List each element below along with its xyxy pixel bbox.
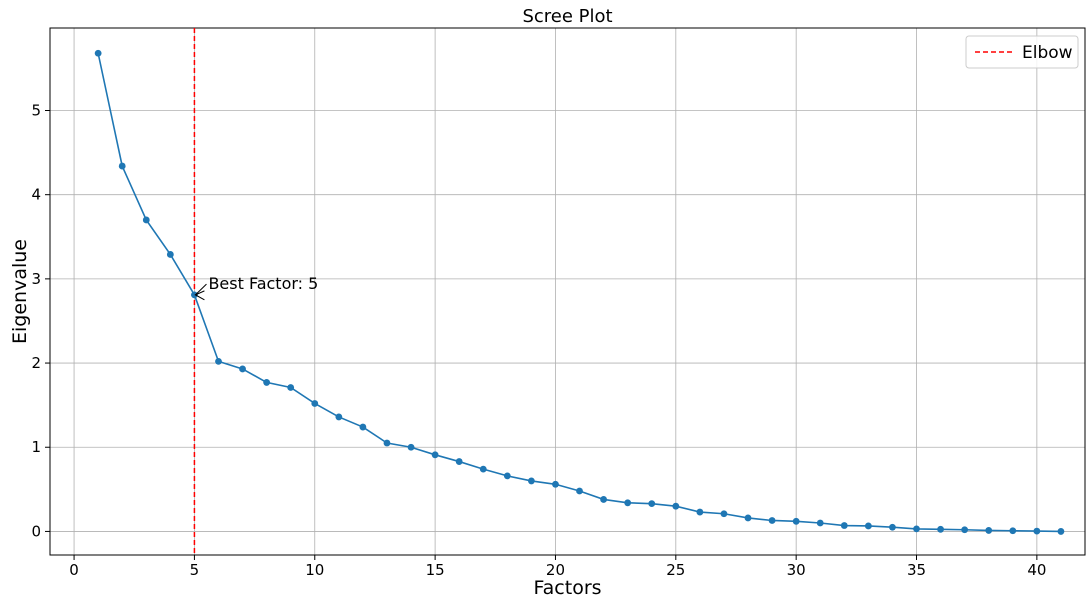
y-tick-label: 2	[31, 354, 41, 372]
data-point	[552, 480, 559, 488]
data-point	[985, 527, 993, 534]
x-axis-title: Factors	[533, 577, 601, 599]
y-tick-label: 0	[31, 522, 41, 540]
y-tick-label: 3	[31, 270, 41, 288]
x-tick-label: 5	[190, 561, 200, 579]
data-point	[383, 439, 391, 447]
x-tick-label: 10	[305, 561, 324, 579]
y-axis-title: Eigenvalue	[9, 239, 31, 344]
data-point	[1009, 527, 1017, 535]
data-point	[239, 365, 246, 373]
y-tick-label: 1	[31, 438, 41, 456]
y-tick-label: 5	[31, 102, 41, 120]
data-series	[94, 49, 1065, 535]
data-point	[792, 517, 800, 525]
data-point	[407, 443, 415, 451]
data-point	[744, 514, 752, 522]
data-point	[696, 508, 704, 516]
data-point	[1033, 527, 1041, 535]
x-tick-label: 30	[787, 561, 806, 579]
legend: Elbow	[965, 35, 1079, 69]
annotation-text: Best Factor: 5	[208, 274, 318, 293]
data-point	[672, 502, 680, 510]
annotation-arrowhead	[194, 290, 205, 301]
data-point	[768, 517, 776, 524]
x-tick-label: 15	[426, 561, 445, 579]
data-point	[648, 500, 656, 508]
data-point	[624, 499, 632, 507]
plot-frame	[49, 27, 1086, 556]
data-point	[455, 458, 463, 465]
data-point	[311, 400, 319, 407]
data-point	[479, 465, 487, 473]
data-point	[94, 49, 102, 57]
data-point	[864, 522, 872, 530]
x-tick-label: 25	[666, 561, 685, 579]
data-point	[937, 525, 944, 533]
data-point	[142, 216, 150, 224]
x-tick-label: 0	[69, 561, 79, 579]
legend-label-elbow: Elbow	[1022, 43, 1073, 63]
data-point	[840, 522, 848, 529]
data-point	[335, 413, 343, 421]
data-point	[1057, 528, 1065, 535]
data-point	[961, 526, 969, 534]
data-point	[166, 251, 174, 258]
data-point	[118, 162, 126, 170]
data-point	[359, 423, 367, 431]
legend-box	[965, 35, 1079, 69]
data-point	[503, 472, 511, 480]
data-point	[720, 510, 728, 518]
axes: 0 5 10 15 20 25 30 35 40 0 1 2 3 4 5	[31, 27, 1086, 579]
annotation-arrow	[195, 283, 207, 296]
y-tick-label: 4	[31, 186, 41, 204]
data-point	[215, 357, 222, 365]
x-tick-label: 35	[907, 561, 926, 579]
x-tick-label: 20	[546, 561, 565, 579]
data-point	[263, 379, 271, 386]
data-point	[913, 525, 920, 533]
grid-lines	[50, 28, 1085, 555]
data-point	[527, 477, 535, 485]
data-point	[816, 519, 824, 527]
data-point	[576, 487, 583, 495]
data-point	[600, 496, 608, 503]
annotation-group: Best Factor: 5	[194, 274, 318, 301]
chart-title: Scree Plot	[522, 6, 612, 27]
data-point	[431, 451, 439, 459]
data-point	[287, 384, 295, 391]
data-point	[889, 523, 896, 531]
x-tick-label: 40	[1027, 561, 1046, 579]
